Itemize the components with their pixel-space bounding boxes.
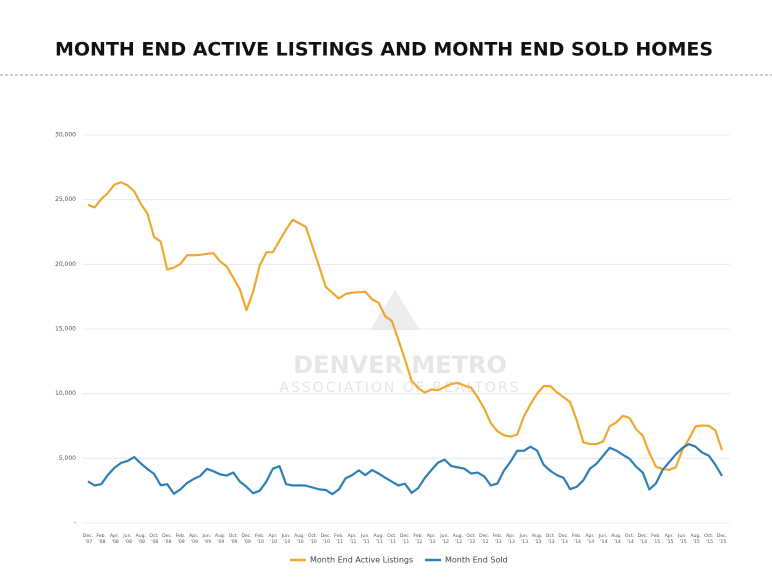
x-tick-label: Oct. '12 <box>466 533 475 545</box>
x-tick-label: Dec. '12 <box>479 533 489 545</box>
x-tick-label: Feb. '12 <box>413 533 423 545</box>
x-tick-label: Oct. '15 <box>704 533 713 545</box>
y-tick-label: 15,000 <box>55 326 76 333</box>
x-tick-label: Feb. '11 <box>334 533 344 545</box>
x-tick-label: Apr. '11 <box>348 533 357 545</box>
x-tick-label: Feb. '10 <box>255 533 265 545</box>
watermark-logo <box>370 290 420 330</box>
watermark: DENVER METRO <box>293 351 507 379</box>
x-tick-label: Oct. '09 <box>229 533 238 545</box>
x-tick-label: Feb. '15 <box>651 533 661 545</box>
x-tick-label: Jun. '12 <box>439 533 449 545</box>
x-tick-label: Aug. '11 <box>373 533 383 545</box>
y-tick-label: - <box>74 520 76 527</box>
x-tick-label: Apr. '08 <box>110 533 119 545</box>
x-tick-label: Dec. '11 <box>400 533 410 545</box>
x-tick-label: Dec. '10 <box>321 533 331 545</box>
series-line <box>87 443 723 496</box>
x-tick-label: Jun. '15 <box>677 533 687 545</box>
y-tick-label: 5,000 <box>59 455 76 462</box>
x-tick-label: Feb. '08 <box>96 533 106 545</box>
x-tick-label: Aug. '08 <box>136 533 146 545</box>
x-tick-label: Oct. '14 <box>625 533 634 545</box>
x-tick-label: Dec. '15 <box>717 533 727 545</box>
x-tick-label: Apr. '14 <box>585 533 594 545</box>
x-tick-label: Feb. '09 <box>176 533 186 545</box>
x-tick-label: Dec. '08 <box>162 533 172 545</box>
series-line <box>87 181 724 471</box>
x-tick-label: Dec. '09 <box>241 533 251 545</box>
x-tick-label: Apr. '10 <box>268 533 277 545</box>
x-tick-label: Aug. '14 <box>611 533 621 545</box>
x-tick-label: Apr. '12 <box>427 533 436 545</box>
x-tick-label: Apr. '15 <box>665 533 674 545</box>
x-tick-label: Apr. '13 <box>506 533 515 545</box>
x-tick-label: Jun. '11 <box>360 533 370 545</box>
legend-label: Month End Active Listings <box>310 556 413 565</box>
x-tick-label: Dec. '07 <box>83 533 93 545</box>
x-tick-label: Aug. '09 <box>215 533 225 545</box>
x-tick-label: Jun. '14 <box>598 533 608 545</box>
x-tick-label: Jun. '08 <box>122 533 132 545</box>
x-tick-label: Jun. '10 <box>281 533 291 545</box>
x-tick-label: Aug. '12 <box>453 533 463 545</box>
x-tick-label: Feb. '14 <box>572 533 582 545</box>
x-tick-label: Oct. '13 <box>546 533 555 545</box>
x-tick-label: Oct. '10 <box>308 533 317 545</box>
x-tick-label: Aug. '13 <box>532 533 542 545</box>
x-tick-label: Oct. '08 <box>149 533 158 545</box>
x-tick-label: Jun. '09 <box>202 533 212 545</box>
x-tick-label: Dec. '14 <box>638 533 648 545</box>
page-title: MONTH END ACTIVE LISTINGS AND MONTH END … <box>55 39 713 61</box>
y-tick-label: 20,000 <box>55 261 76 268</box>
x-tick-label: Dec. '13 <box>558 533 568 545</box>
y-tick-label: 25,000 <box>55 196 76 203</box>
y-tick-label: 10,000 <box>55 390 76 397</box>
legend-label: Month End Sold <box>445 556 508 565</box>
x-tick-label: Apr. '09 <box>189 533 198 545</box>
y-tick-label: 30,000 <box>55 132 76 139</box>
x-tick-label: Aug. '10 <box>294 533 304 545</box>
x-tick-label: Aug. '15 <box>690 533 700 545</box>
x-tick-label: Jun. '13 <box>519 533 529 545</box>
x-tick-label: Feb. '13 <box>493 533 503 545</box>
x-tick-label: Oct. '11 <box>387 533 396 545</box>
